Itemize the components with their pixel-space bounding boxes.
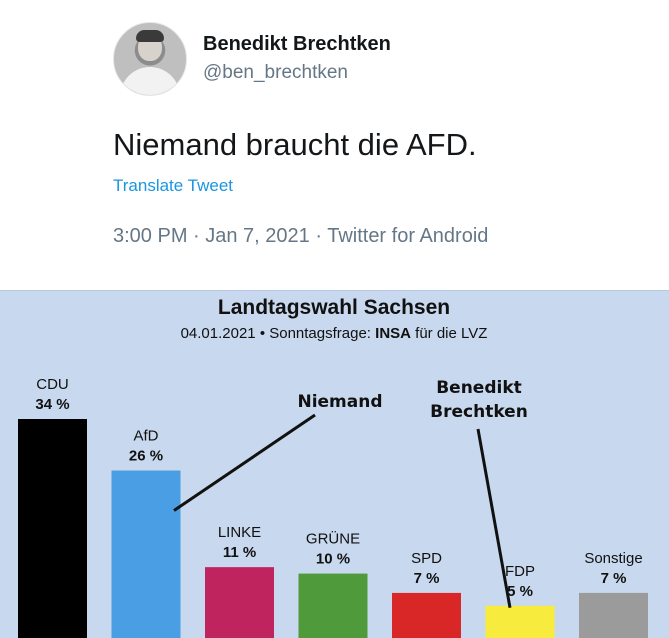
chart-subtitle: 04.01.2021 • Sonntagsfrage: INSA für die…: [181, 325, 488, 342]
category-label: GRÜNE: [306, 530, 360, 548]
chart-title: Landtagswahl Sachsen: [218, 296, 450, 319]
bar-grüne: [298, 573, 368, 638]
value-label: 26 %: [129, 448, 163, 465]
author-name[interactable]: Benedikt Brechtken: [203, 33, 391, 55]
bar-sonstige: [579, 592, 648, 638]
category-label: SPD: [411, 550, 442, 567]
avatar-shoulders: [120, 67, 180, 95]
author-handle[interactable]: @ben_brechtken: [203, 62, 348, 83]
category-label: FDP: [505, 563, 535, 580]
bar-cdu: [18, 419, 87, 638]
category-label: Sonstige: [584, 550, 642, 567]
tweet-card: Benedikt Brechtken @ben_brechtken Nieman…: [0, 0, 669, 290]
category-label: LINKE: [218, 524, 261, 541]
category-label: AfD: [133, 428, 158, 445]
value-label: 5 %: [507, 583, 533, 600]
bar-spd: [392, 592, 461, 638]
category-label: CDU: [36, 376, 69, 393]
value-label: 7 %: [601, 570, 627, 587]
value-label: 7 %: [414, 570, 440, 587]
annotation-benedikt-brechtken: Benedikt Brechtken: [430, 378, 528, 422]
tweet-text: Niemand braucht die AFD.: [113, 127, 477, 162]
annotation-line-brechtken: [476, 428, 512, 609]
bar-chart: Landtagswahl Sachsen 04.01.2021 • Sonnta…: [18, 296, 648, 638]
bar-afd: [111, 470, 181, 638]
value-label: 34 %: [35, 396, 69, 413]
chart-subtitle-prefix: 04.01.2021 • Sonntagsfrage:: [181, 325, 376, 342]
avatar[interactable]: [113, 22, 187, 96]
chart-subtitle-source: INSA: [375, 325, 411, 342]
bar-fdp: [485, 605, 555, 638]
annotation-line-niemand: [173, 413, 316, 512]
translate-tweet-link[interactable]: Translate Tweet: [113, 176, 234, 195]
value-label: 11 %: [223, 544, 256, 561]
tweet-meta[interactable]: 3:00 PM · Jan 7, 2021 · Twitter for Andr…: [113, 225, 489, 247]
annotation-niemand: Niemand: [297, 392, 382, 412]
chart-subtitle-suffix: für die LVZ: [411, 325, 487, 342]
value-label: 10 %: [316, 551, 350, 568]
avatar-hair: [136, 30, 164, 42]
chart-panel: Landtagswahl Sachsen 04.01.2021 • Sonnta…: [0, 290, 669, 638]
bar-linke: [205, 567, 274, 638]
